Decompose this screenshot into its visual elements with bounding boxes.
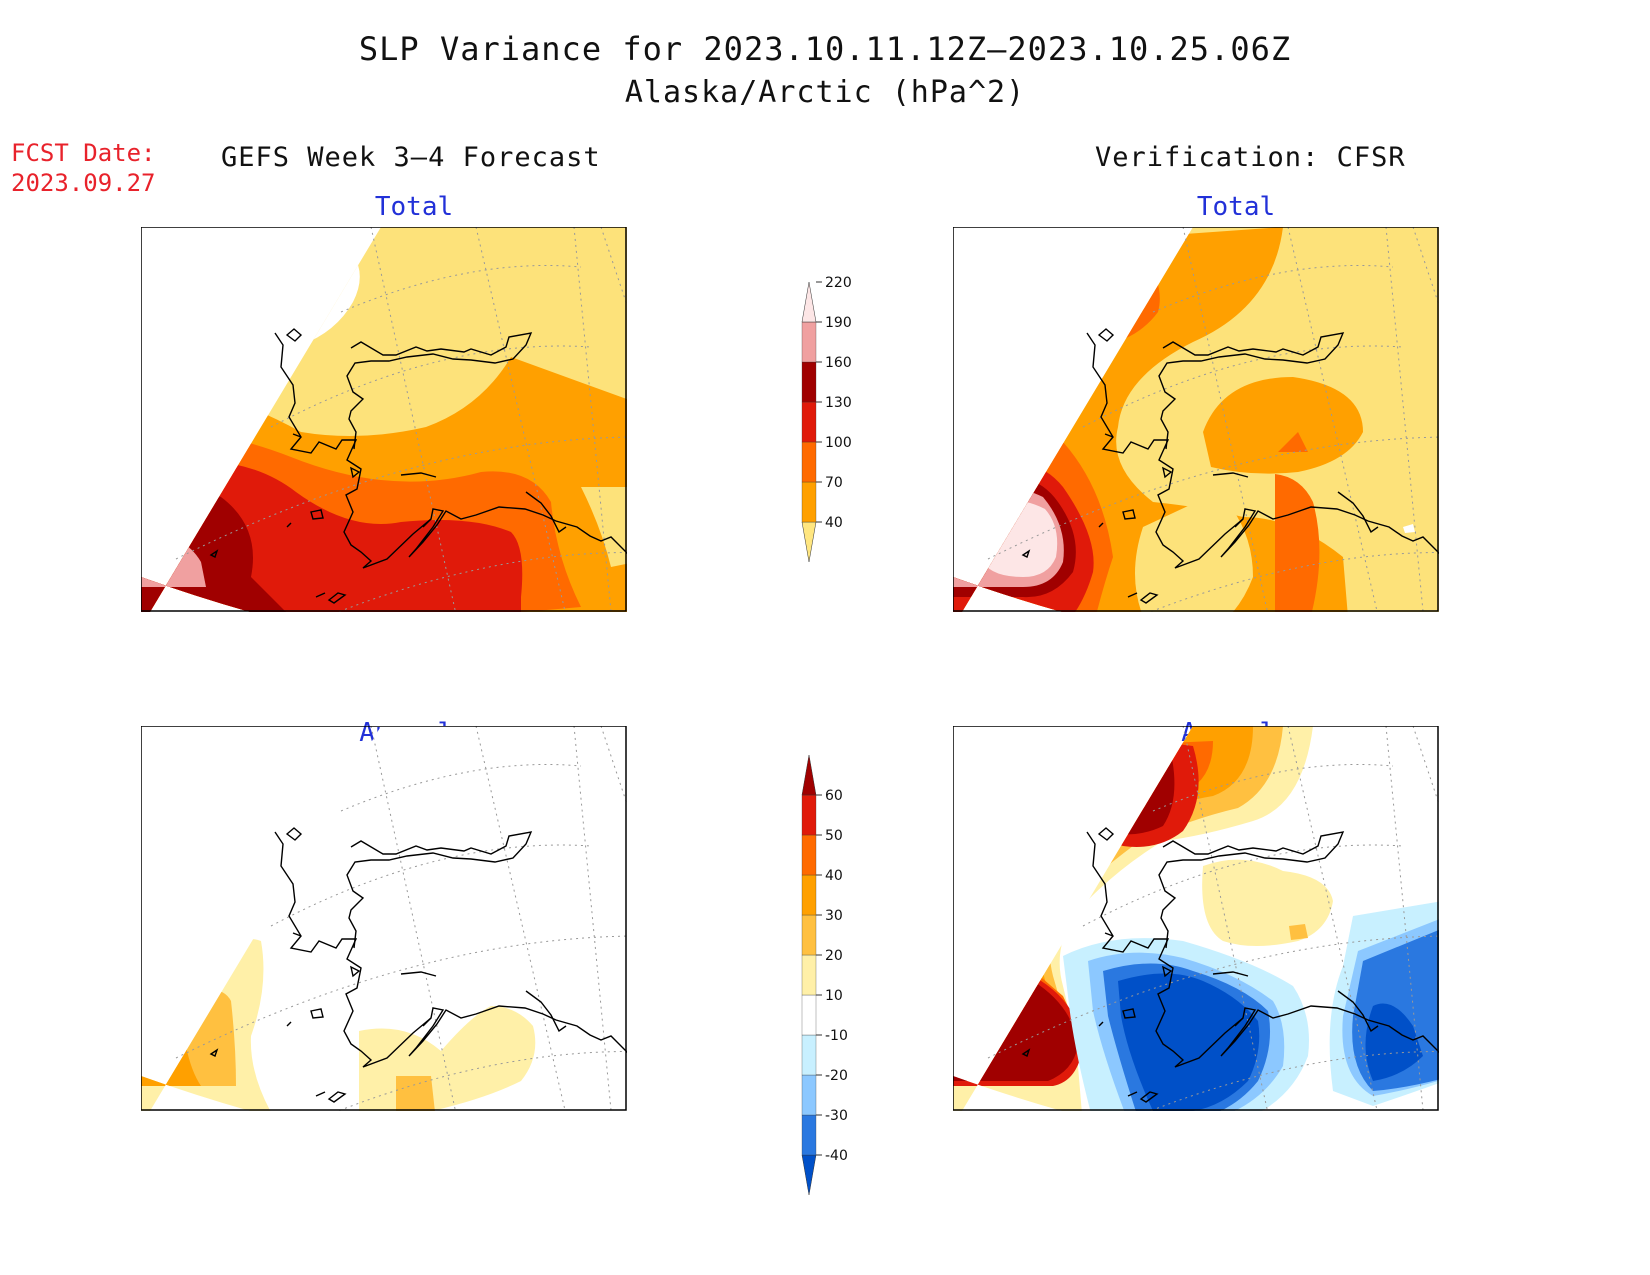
- map-fill: [1403, 524, 1415, 533]
- map-fill: [1275, 474, 1320, 612]
- anomaly-colorbar-swatch: [801, 874, 817, 916]
- total-colorbar-swatch: [801, 321, 817, 363]
- total-colorbar-tick-label: 190: [825, 315, 852, 331]
- figure-subtitle: Alaska/Arctic (hPa^2): [624, 75, 1026, 110]
- forecast-total-title: Total: [374, 192, 454, 222]
- anomaly-colorbar-tick-label: 10: [825, 988, 843, 1004]
- map-fill: [1088, 736, 1175, 835]
- map-fill: [1118, 973, 1260, 1111]
- verification-total-title: Total: [1196, 192, 1276, 222]
- anomaly-colorbar-swatch: [801, 954, 817, 996]
- anomaly-colorbar: -40 -30 -20 -10 10 20 30 40 50 60: [801, 754, 848, 1196]
- total-colorbar-swatch: [801, 441, 817, 483]
- map-fill: [1289, 924, 1308, 940]
- forecast-anomaly-map: [141, 726, 627, 1111]
- figure-title: SLP Variance for 2023.10.11.12Z–2023.10.…: [358, 30, 1292, 68]
- total-colorbar-swatch: [801, 281, 817, 323]
- anomaly-colorbar-tick-label: -30: [825, 1108, 848, 1124]
- total-colorbar-tick-label: 130: [825, 395, 852, 411]
- total-colorbar-tick-label: 160: [825, 355, 852, 371]
- map-fill: [396, 1076, 436, 1111]
- anomaly-colorbar-swatch: [801, 754, 817, 796]
- total-colorbar-tick-label: 100: [825, 435, 852, 451]
- anomaly-colorbar-tick-label: -10: [825, 1028, 848, 1044]
- anomaly-colorbar-tick-label: 40: [825, 868, 843, 884]
- anomaly-colorbar-tick-label: 20: [825, 948, 843, 964]
- anomaly-colorbar-swatch: [801, 834, 817, 876]
- anomaly-colorbar-tick-label: -40: [825, 1148, 848, 1164]
- total-colorbar-swatch: [801, 361, 817, 403]
- map-fill: [1203, 377, 1363, 474]
- anomaly-colorbar-swatch: [801, 1074, 817, 1116]
- map-fill: [1113, 247, 1138, 287]
- total-colorbar-tick-label: 40: [825, 515, 843, 531]
- verification-total-map: [953, 227, 1439, 612]
- total-colorbar-tick-label: 70: [825, 475, 843, 491]
- map-fill: [1202, 859, 1333, 946]
- total-colorbar-swatch: [801, 521, 817, 563]
- total-colorbar-swatch: [801, 401, 817, 443]
- anomaly-colorbar-swatch: [801, 1034, 817, 1076]
- map-fill: [1135, 492, 1253, 612]
- forecast-column-title: GEFS Week 3–4 Forecast: [221, 142, 601, 173]
- forecast-date-label: FCST Date:: [11, 139, 156, 167]
- anomaly-colorbar-swatch: [801, 794, 817, 836]
- map-fill: [1278, 432, 1308, 452]
- verification-column-title: Verification: CFSR: [1095, 142, 1406, 173]
- anomaly-colorbar-tick-label: 30: [825, 908, 843, 924]
- forecast-date: FCST Date: 2023.09.27: [11, 138, 156, 198]
- total-colorbar-swatch: [801, 481, 817, 523]
- anomaly-colorbar-swatch: [801, 914, 817, 956]
- map-fill: [974, 500, 1058, 577]
- anomaly-colorbar-swatch: [801, 1114, 817, 1156]
- total-colorbar-tick-label: 220: [825, 275, 852, 291]
- anomaly-colorbar-tick-label: -20: [825, 1068, 848, 1084]
- map-fill: [581, 487, 627, 567]
- verification-anomaly-map: [953, 726, 1439, 1111]
- anomaly-colorbar-tick-label: 60: [825, 788, 843, 804]
- forecast-date-value: 2023.09.27: [11, 169, 156, 197]
- anomaly-colorbar-swatch: [801, 994, 817, 1036]
- anomaly-colorbar-tick-label: 50: [825, 828, 843, 844]
- forecast-total-map: [141, 227, 627, 612]
- anomaly-colorbar-swatch: [801, 1154, 817, 1196]
- total-colorbar: 40 70 100 130 160 190 220: [801, 275, 852, 563]
